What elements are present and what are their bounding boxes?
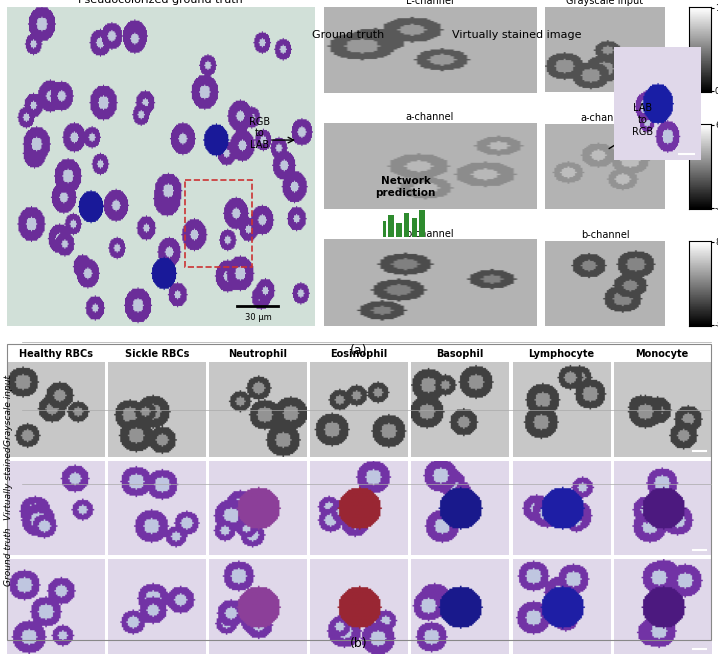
Bar [381,221,386,237]
Title: a-channel: a-channel [581,113,629,123]
Title: Grayscale Input: Grayscale Input [567,0,643,6]
Title: a-channel: a-channel [406,112,454,122]
Text: Lymphocyte: Lymphocyte [528,350,595,360]
Text: Basophil: Basophil [437,350,484,360]
Text: LAB
to
RGB: LAB to RGB [632,103,653,137]
Text: Ground truth: Ground truth [4,528,13,586]
Bar [404,213,409,237]
Bar [185,180,253,267]
Text: Ground truth: Ground truth [312,30,384,40]
Title: b-channel: b-channel [581,230,630,240]
Text: Grayscale input: Grayscale input [4,375,13,446]
Text: Neutrophil: Neutrophil [228,350,287,360]
Title: L-channel: L-channel [406,0,454,6]
Text: Virtually stained image: Virtually stained image [452,30,582,40]
Text: RGB
to
LAB: RGB to LAB [249,117,271,150]
Text: (b): (b) [350,638,368,650]
Text: Eosinophil: Eosinophil [330,350,388,360]
Text: Virtually stained: Virtually stained [4,447,13,520]
Text: (a): (a) [350,344,368,356]
Title: b-channel: b-channel [406,229,454,239]
Bar [411,218,417,237]
Text: 30 μm: 30 μm [245,313,272,321]
Text: Healthy RBCs: Healthy RBCs [19,350,93,360]
Text: Monocyte: Monocyte [635,350,689,360]
Bar [396,223,401,237]
Text: Network
prediction: Network prediction [376,176,436,197]
Text: Sickle RBCs: Sickle RBCs [125,350,189,360]
Title: Pseudocolorized ground truth: Pseudocolorized ground truth [78,0,243,5]
Bar [388,215,394,237]
Bar [419,210,425,237]
